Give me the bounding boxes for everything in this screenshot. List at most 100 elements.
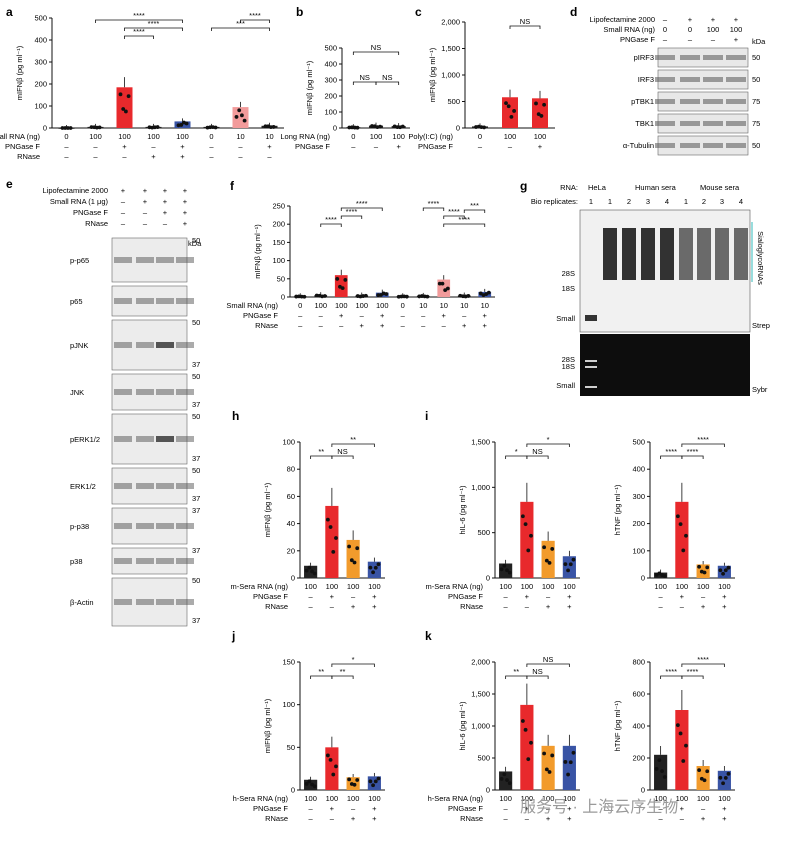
- significance-bracket: [331, 455, 354, 459]
- condition-label: m-Sera RNA (ng): [230, 582, 288, 591]
- significance-label: ****: [133, 27, 145, 36]
- blot-band: [176, 342, 194, 348]
- y-tick-label: 100: [632, 546, 645, 555]
- condition-value: –: [298, 321, 303, 330]
- y-axis-label: hTNF (pg ml⁻¹): [613, 700, 622, 751]
- condition-value: –: [421, 321, 426, 330]
- condition-label: PNGase F: [253, 592, 288, 601]
- significance-label: ***: [236, 19, 245, 28]
- y-tick-label: 0: [486, 786, 490, 795]
- blot-header-value: –: [121, 219, 126, 228]
- condition-value: 10: [440, 301, 448, 310]
- data-point: [542, 102, 546, 107]
- y-tick-label: 20: [287, 546, 295, 555]
- condition-value: –: [659, 814, 664, 823]
- gel-replicate: 1: [589, 197, 593, 206]
- condition-label: RNase: [265, 814, 288, 823]
- significance-bracket: [660, 455, 683, 459]
- data-point: [657, 758, 662, 763]
- condition-value: 100: [176, 132, 189, 141]
- condition-value: +: [462, 321, 467, 330]
- significance-bracket: [443, 223, 486, 227]
- data-point: [466, 294, 471, 298]
- y-tick-label: 50: [287, 743, 295, 752]
- data-point: [520, 514, 525, 519]
- y-axis-label: mIFNβ (pg ml⁻¹): [253, 224, 262, 279]
- significance-label: ****: [687, 667, 699, 676]
- condition-value: +: [372, 602, 377, 611]
- blot-kda-value: 37: [192, 400, 200, 409]
- gel-marker: 28S: [562, 355, 575, 364]
- blot-band: [136, 298, 154, 304]
- data-point: [526, 757, 531, 762]
- blot-band: [156, 436, 174, 442]
- gel-sybr-label: Sybr: [752, 385, 768, 394]
- y-tick-label: 0: [281, 293, 285, 302]
- blot-header-value: +: [143, 197, 148, 206]
- blot-header-value: –: [143, 219, 148, 228]
- condition-value: –: [309, 814, 314, 823]
- data-point: [335, 277, 340, 281]
- condition-value: 100: [376, 301, 389, 310]
- condition-value: –: [680, 602, 685, 611]
- data-point: [563, 562, 568, 567]
- condition-value: 100: [563, 582, 576, 591]
- condition-value: 100: [676, 582, 689, 591]
- blot-protein-label: β-Actin: [70, 598, 94, 607]
- condition-value: +: [525, 804, 530, 813]
- condition-value: –: [504, 814, 509, 823]
- data-point: [352, 125, 357, 130]
- blot-band: [156, 483, 174, 489]
- y-tick-label: 50: [277, 274, 285, 283]
- y-tick-label: 600: [632, 690, 645, 699]
- condition-value: –: [525, 602, 530, 611]
- condition-value: –: [462, 311, 467, 320]
- bar: [562, 745, 576, 790]
- significance-label: NS: [382, 73, 392, 82]
- data-point: [529, 740, 533, 745]
- data-point: [118, 92, 123, 97]
- panel-letter: d: [570, 5, 577, 19]
- condition-value: –: [504, 592, 509, 601]
- condition-label: PNGase F: [448, 592, 483, 601]
- data-point: [242, 118, 247, 123]
- significance-bracket: [331, 663, 375, 667]
- condition-value: –: [319, 311, 324, 320]
- y-tick-label: 1,500: [441, 44, 460, 53]
- data-point: [563, 760, 568, 764]
- blot-protein-label: JNK: [70, 388, 84, 397]
- condition-value: +: [483, 321, 488, 330]
- significance-bracket: [681, 455, 704, 459]
- data-point: [368, 565, 373, 570]
- data-point: [66, 126, 70, 130]
- condition-label: PNGase F: [253, 804, 288, 813]
- condition-value: –: [401, 311, 406, 320]
- significance-label: ****: [665, 667, 677, 676]
- y-tick-label: 300: [324, 76, 337, 85]
- blot-band: [176, 483, 194, 489]
- condition-value: +: [122, 142, 127, 151]
- blot-header-value: +: [734, 15, 739, 24]
- condition-value: +: [380, 311, 385, 320]
- blot-protein-label: pJNK: [70, 341, 88, 350]
- condition-value: 0: [64, 132, 68, 141]
- data-point: [155, 125, 160, 129]
- condition-value: –: [319, 321, 324, 330]
- significance-bracket: [340, 207, 383, 211]
- data-point: [478, 291, 483, 296]
- data-point: [536, 112, 541, 117]
- blot-protein-label: p38: [70, 557, 83, 566]
- condition-value: +: [351, 602, 356, 611]
- blot-strip: [111, 547, 188, 575]
- blot-header-value: +: [183, 208, 188, 217]
- condition-label: RNase: [460, 602, 483, 611]
- data-point: [721, 571, 725, 576]
- data-point: [310, 782, 314, 787]
- gel-sybr-image: [580, 334, 750, 396]
- condition-label: m-Sera RNA (ng): [425, 582, 483, 591]
- condition-label: Poly(I:C) (ng): [408, 132, 453, 141]
- condition-label: Long RNA (ng): [280, 132, 330, 141]
- condition-value: 100: [499, 794, 512, 803]
- data-point: [544, 558, 549, 563]
- data-point: [376, 776, 381, 781]
